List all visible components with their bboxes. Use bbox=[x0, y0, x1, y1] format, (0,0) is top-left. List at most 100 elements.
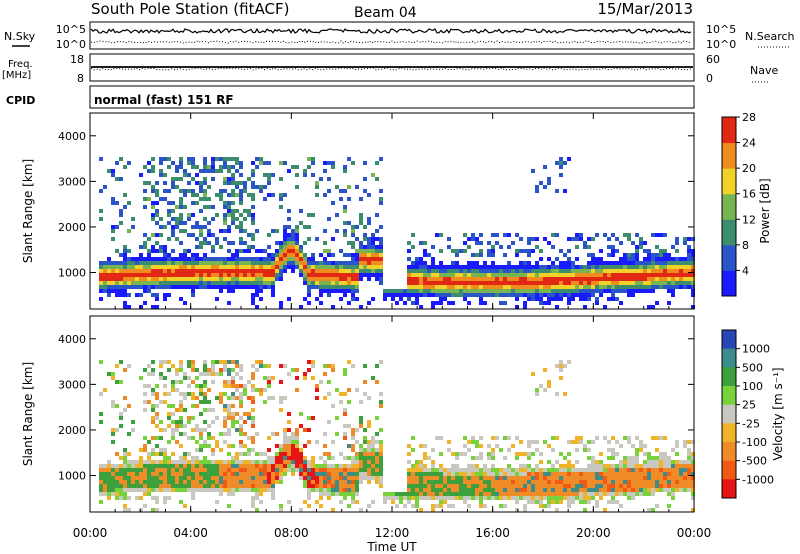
velocity-cell bbox=[367, 468, 371, 472]
velocity-cell bbox=[639, 480, 643, 484]
frequency-trace bbox=[90, 66, 693, 71]
power-cell bbox=[523, 289, 527, 293]
velocity-cell bbox=[491, 496, 495, 500]
power-cell bbox=[463, 289, 467, 293]
velocity-cell bbox=[615, 500, 619, 504]
power-cell bbox=[131, 281, 135, 285]
velocity-cell bbox=[223, 480, 227, 484]
power-cell bbox=[559, 173, 563, 177]
velocity-cell bbox=[415, 496, 419, 500]
velocity-cell bbox=[211, 488, 215, 492]
power-cell bbox=[219, 281, 223, 285]
velocity-cell bbox=[399, 492, 403, 496]
power-cell bbox=[287, 245, 291, 249]
velocity-cell bbox=[143, 444, 147, 448]
power-cell bbox=[191, 201, 195, 205]
velocity-cell bbox=[403, 492, 407, 496]
velocity-cell bbox=[255, 472, 259, 476]
velocity-cell bbox=[239, 376, 243, 380]
power-cell bbox=[191, 261, 195, 265]
velocity-cell bbox=[251, 448, 255, 452]
velocity-cell bbox=[507, 492, 511, 496]
velocity-cell bbox=[563, 472, 567, 476]
power-cell bbox=[615, 237, 619, 241]
velocity-cell bbox=[531, 496, 535, 500]
colorbar-tick-label: -500 bbox=[742, 455, 767, 468]
velocity-cell bbox=[599, 480, 603, 484]
velocity-cell bbox=[659, 464, 663, 468]
velocity-cell bbox=[683, 468, 687, 472]
velocity-cell bbox=[179, 480, 183, 484]
velocity-cell bbox=[567, 468, 571, 472]
velocity-cell bbox=[455, 456, 459, 460]
velocity-cell bbox=[191, 404, 195, 408]
velocity-cell bbox=[191, 360, 195, 364]
velocity-cell bbox=[111, 440, 115, 444]
power-cell bbox=[111, 197, 115, 201]
x-tick-label: 08:00 bbox=[274, 526, 309, 540]
velocity-cell bbox=[199, 392, 203, 396]
velocity-cell bbox=[263, 460, 267, 464]
power-cell bbox=[263, 277, 267, 281]
power-cell bbox=[519, 289, 523, 293]
velocity-cell bbox=[607, 500, 611, 504]
power-cell bbox=[527, 237, 531, 241]
velocity-cell bbox=[471, 464, 475, 468]
power-cell bbox=[479, 293, 483, 297]
power-cell bbox=[239, 225, 243, 229]
power-cell bbox=[159, 269, 163, 273]
power-cell bbox=[543, 289, 547, 293]
power-cell bbox=[607, 261, 611, 265]
velocity-cell bbox=[315, 500, 319, 504]
power-cell bbox=[303, 241, 307, 245]
velocity-cell bbox=[303, 376, 307, 380]
power-cell bbox=[487, 289, 491, 293]
velocity-cell bbox=[439, 496, 443, 500]
velocity-cell bbox=[155, 500, 159, 504]
velocity-cell bbox=[171, 420, 175, 424]
power-cell bbox=[475, 289, 479, 293]
velocity-cell bbox=[327, 472, 331, 476]
velocity-cell bbox=[455, 496, 459, 500]
velocity-cell bbox=[467, 484, 471, 488]
velocity-cell bbox=[243, 384, 247, 388]
velocity-cell bbox=[167, 416, 171, 420]
power-cell bbox=[263, 185, 267, 189]
power-cell bbox=[555, 273, 559, 277]
power-cell bbox=[251, 301, 255, 305]
freq-label-line1: Freq. bbox=[8, 59, 33, 70]
power-cell bbox=[459, 293, 463, 297]
power-cell bbox=[271, 193, 275, 197]
velocity-cell bbox=[667, 504, 671, 508]
velocity-cell bbox=[583, 476, 587, 480]
power-cell bbox=[407, 273, 411, 277]
velocity-cell bbox=[151, 372, 155, 376]
velocity-cell bbox=[655, 488, 659, 492]
velocity-cell bbox=[267, 396, 271, 400]
velocity-cell bbox=[223, 380, 227, 384]
power-cell bbox=[659, 273, 663, 277]
velocity-cell bbox=[555, 488, 559, 492]
velocity-cell bbox=[591, 464, 595, 468]
velocity-cell bbox=[303, 460, 307, 464]
power-cell bbox=[359, 241, 363, 245]
power-cell bbox=[275, 273, 279, 277]
power-cell bbox=[531, 169, 535, 173]
velocity-cell bbox=[431, 476, 435, 480]
power-cell bbox=[123, 269, 127, 273]
velocity-cell bbox=[363, 380, 367, 384]
velocity-cell bbox=[427, 488, 431, 492]
velocity-cell bbox=[183, 376, 187, 380]
velocity-cell bbox=[447, 492, 451, 496]
velocity-cell bbox=[171, 480, 175, 484]
velocity-cell bbox=[619, 444, 623, 448]
power-cell bbox=[431, 301, 435, 305]
velocity-cell bbox=[339, 488, 343, 492]
power-cell bbox=[303, 253, 307, 257]
power-cell bbox=[591, 293, 595, 297]
power-cell bbox=[431, 269, 435, 273]
velocity-cell bbox=[623, 468, 627, 472]
velocity-cell bbox=[347, 504, 351, 508]
velocity-cell bbox=[311, 464, 315, 468]
velocity-cell bbox=[675, 484, 679, 488]
